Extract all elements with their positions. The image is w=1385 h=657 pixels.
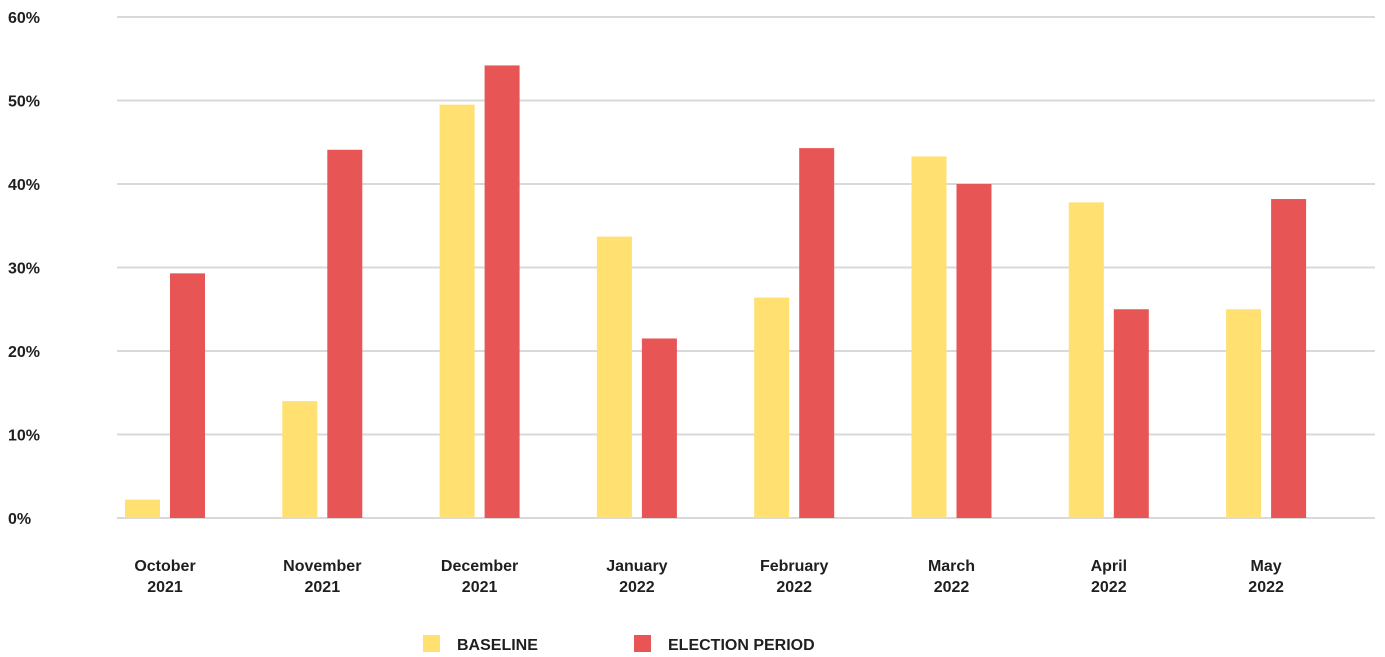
x-category-label: February 2022: [760, 558, 829, 596]
bar-election-period: [484, 65, 520, 519]
y-tick-label: 30%: [8, 261, 40, 278]
legend-swatch: [423, 635, 440, 652]
x-category-label-line: 2022: [1248, 579, 1284, 596]
bar-election-period: [327, 149, 363, 518]
x-category-label-line: November: [283, 558, 361, 575]
legend-item-election-period: ELECTION PERIOD: [634, 635, 815, 654]
legend-swatch: [634, 635, 651, 652]
legend: BASELINE ELECTION PERIOD: [423, 635, 815, 654]
x-category-label: May 2022: [1248, 558, 1284, 596]
y-tick-label: 50%: [8, 94, 40, 111]
legend-label: ELECTION PERIOD: [668, 637, 815, 654]
bar-election-period: [956, 184, 992, 518]
x-category-label-line: January: [606, 558, 667, 575]
bar-election-period: [170, 273, 205, 518]
x-category-label-line: 2021: [305, 579, 341, 596]
bar-baseline: [1068, 202, 1104, 518]
x-category-label: April 2022: [1091, 558, 1127, 596]
x-axis-categories: October 2021 November 2021 December 2021 Janua…: [134, 558, 1284, 596]
x-category-label-line: 2022: [776, 579, 812, 596]
bar-election-period: [641, 338, 677, 518]
y-axis-ticks: 0% 10% 20% 30% 40% 50% 60%: [8, 10, 40, 528]
y-tick-label: 40%: [8, 177, 40, 194]
bar-baseline: [596, 236, 632, 519]
y-tick-label: 20%: [8, 344, 40, 361]
y-tick-label: 0%: [8, 511, 31, 528]
legend-item-baseline: BASELINE: [423, 635, 538, 654]
x-category-label-line: 2022: [1091, 579, 1127, 596]
x-category-label-line: March: [928, 558, 975, 575]
bar-baseline: [754, 297, 790, 518]
x-category-label: January 2022: [606, 558, 667, 596]
bar-election-period: [1271, 199, 1307, 518]
x-category-label-line: May: [1251, 558, 1282, 575]
x-category-label: December 2021: [441, 558, 518, 596]
bar-election-period: [799, 148, 835, 518]
x-category-label: March 2022: [928, 558, 975, 596]
x-category-label-line: 2021: [462, 579, 498, 596]
bar-baseline: [282, 401, 318, 518]
x-category-label-line: 2022: [934, 579, 970, 596]
x-category-label-line: February: [760, 558, 829, 575]
bar-baseline: [1226, 309, 1262, 518]
x-category-label: October 2021: [134, 558, 195, 596]
bar-baseline: [439, 104, 475, 519]
x-category-label-line: 2021: [147, 579, 183, 596]
bar-baseline: [911, 156, 947, 518]
x-category-label-line: 2022: [619, 579, 655, 596]
gridlines: [117, 16, 1375, 519]
bar-election-period: [1113, 309, 1149, 518]
bars: [125, 65, 1307, 519]
bar-baseline: [125, 499, 160, 518]
y-tick-label: 10%: [8, 428, 40, 445]
x-category-label: November 2021: [283, 558, 361, 596]
legend-label: BASELINE: [457, 637, 538, 654]
x-category-label-line: October: [134, 558, 195, 575]
x-category-label-line: December: [441, 558, 518, 575]
x-category-label-line: April: [1091, 558, 1127, 575]
y-tick-label: 60%: [8, 10, 40, 27]
